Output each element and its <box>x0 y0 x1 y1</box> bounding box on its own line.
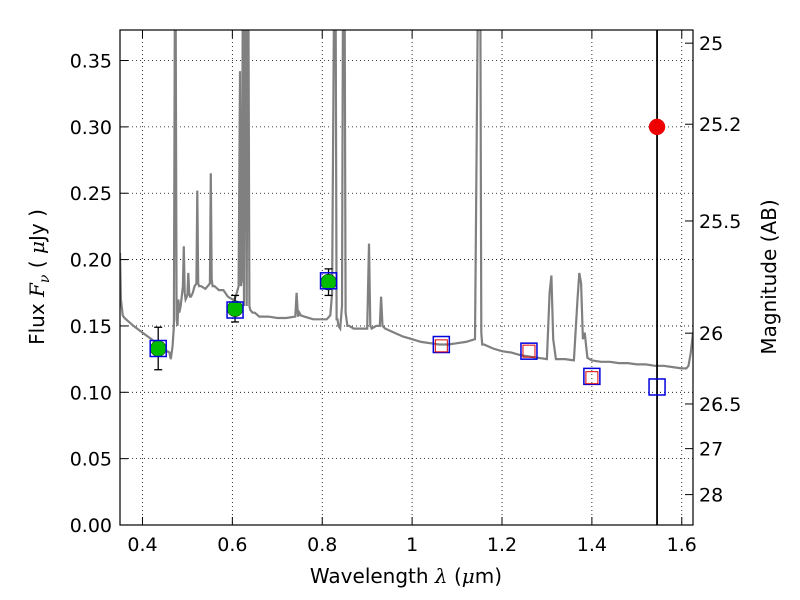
x-tick-label: 1.2 <box>487 534 517 556</box>
detection-points <box>149 273 337 357</box>
y-tick-label: 0.25 <box>70 183 112 205</box>
x-axis-title-text: Wavelength <box>310 564 435 588</box>
y-axis-title-open: ( <box>25 254 49 275</box>
y-axis-title-F: F <box>25 282 49 298</box>
y-tick-label: 0.35 <box>70 51 112 73</box>
magnitude-tick-label: 27 <box>699 439 723 461</box>
detection-point <box>320 273 337 291</box>
x-tick-label: 0.4 <box>127 534 157 556</box>
x-axis-title-lambda: λ <box>434 564 448 588</box>
magnitude-tick-label: 28 <box>699 485 723 507</box>
plot-frame <box>119 29 694 526</box>
model-box <box>520 342 538 360</box>
y-tick-label: 0.20 <box>70 250 112 272</box>
y-tick-label: 0.30 <box>70 117 112 139</box>
y-axis-ticks: 0.00 0.05 0.10 0.15 0.20 0.25 0.30 0.35 <box>70 51 128 537</box>
limit-boxes <box>434 339 599 385</box>
plot-area <box>120 30 693 525</box>
magnitude-axis-title: Magnitude (AB) <box>757 199 781 354</box>
x-tick-label: 1.6 <box>667 534 697 556</box>
model-box <box>432 335 451 354</box>
limit-box <box>434 339 448 353</box>
y-axis-title-text: Flux <box>25 297 49 345</box>
detection-point <box>149 340 167 357</box>
magnitude-tick-label: 26.5 <box>699 394 741 416</box>
y-axis-title: Flux Fν ( μJy ) <box>25 209 53 345</box>
x-axis-ticks: 0.4 0.6 0.8 1 1.2 1.4 1.6 <box>127 30 697 556</box>
model-boxes <box>149 272 666 396</box>
model-box <box>149 339 167 358</box>
red-point <box>648 118 666 136</box>
x-axis-title: Wavelength λ (μm) <box>310 564 502 588</box>
x-axis-title-open: ( <box>448 564 462 588</box>
y-tick-label: 0.10 <box>70 382 112 404</box>
template-spectrum-line <box>120 30 693 370</box>
detection-point <box>226 300 244 317</box>
magnitude-tick-label: 25.5 <box>699 211 741 233</box>
x-tick-label: 1 <box>406 534 418 556</box>
model-box <box>319 272 338 290</box>
y-axis-title-unit: Jy ) <box>25 209 49 243</box>
y-tick-label: 0.05 <box>70 449 112 471</box>
limit-box <box>522 344 536 358</box>
x-axis-title-unit: m) <box>475 564 502 588</box>
y-tick-label: 0.15 <box>70 316 112 338</box>
x-axis-title-mu: μ <box>462 564 475 588</box>
plot-background <box>120 30 693 525</box>
red-point-group <box>648 118 666 136</box>
magnitude-tick-label: 25 <box>699 33 723 55</box>
model-box <box>583 367 601 386</box>
x-tick-label: 0.6 <box>217 534 247 556</box>
grid <box>120 30 693 526</box>
magnitude-tick-label: 25.2 <box>699 114 741 136</box>
model-box <box>226 301 244 319</box>
magnitude-tick-label: 26 <box>699 323 723 345</box>
x-tick-label: 1.4 <box>577 534 607 556</box>
x-tick-label: 0.8 <box>307 534 337 556</box>
magnitude-axis-ticks: 25 25.2 25.5 26 26.5 27 28 <box>685 33 741 507</box>
y-tick-label: 0.00 <box>70 515 112 537</box>
limit-box <box>585 371 599 385</box>
y-axis-title-mu: μ <box>25 241 49 254</box>
model-box <box>648 378 666 396</box>
y-axis-title-nu: ν <box>37 274 53 283</box>
